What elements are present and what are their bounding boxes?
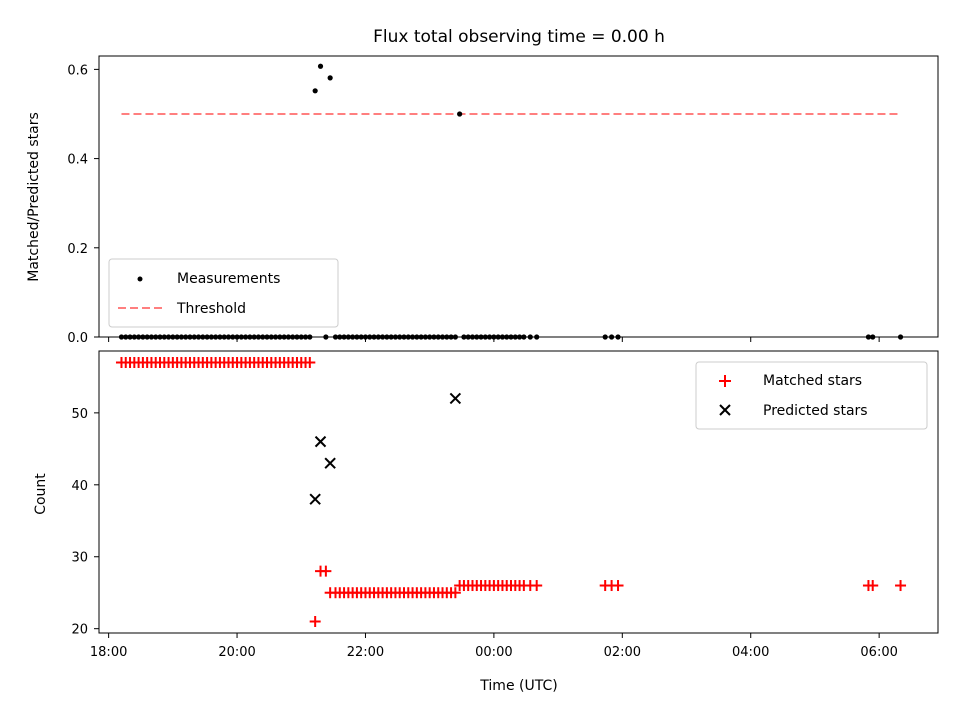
chart-title: Flux total observing time = 0.00 h — [373, 27, 665, 47]
x-tick-label: 18:00 — [90, 645, 127, 660]
x-axis-label: Time (UTC) — [479, 678, 557, 694]
legend-box — [108, 258, 339, 328]
legend-measurements-marker — [137, 276, 143, 282]
bottom-panel: Count Time (UTC) 20 30 40 50 18:00 20:00 22:0… — [33, 350, 939, 694]
predicted-star-marker — [314, 435, 327, 448]
x-tick-label: 22:00 — [347, 645, 384, 660]
legend-box — [695, 361, 928, 430]
matched-star-marker — [612, 580, 624, 592]
predicted-stars-points — [309, 392, 462, 505]
top-legend: Measurements Threshold — [108, 258, 339, 328]
y-tick-label: 20 — [71, 623, 88, 638]
legend-matched-marker — [719, 375, 731, 387]
x-tick-label: 00:00 — [475, 645, 512, 660]
legend-predicted-marker — [719, 404, 731, 416]
bottom-legend: Matched stars Predicted stars — [695, 361, 928, 430]
top-plot-frame — [98, 55, 939, 338]
x-tick-label: 02:00 — [604, 645, 641, 660]
y-tick-label: 0.4 — [67, 153, 88, 168]
bottom-plot-frame — [98, 350, 939, 634]
predicted-star-marker — [324, 457, 336, 469]
bottom-x-ticks: 18:00 20:00 22:00 00:00 02:00 04:00 06:00 — [90, 633, 898, 660]
legend-matched-label: Matched stars — [763, 373, 862, 389]
measurement-point — [327, 75, 333, 81]
measurement-point — [457, 111, 463, 117]
y-tick-label: 0.2 — [67, 242, 88, 257]
matched-star-marker — [304, 357, 316, 369]
predicted-star-marker — [309, 493, 321, 505]
marker-stroke — [324, 457, 336, 469]
matched-star-marker — [449, 587, 461, 599]
top-y-ticks: 0.0 0.2 0.4 0.6 — [67, 63, 99, 346]
legend-predicted-label: Predicted stars — [763, 403, 868, 419]
top-panel: Flux total observing time = 0.00 h Match… — [26, 27, 939, 346]
top-y-axis-label: Matched/Predicted stars — [26, 112, 42, 282]
matched-stars-points — [115, 357, 907, 627]
x-tick-label: 20:00 — [218, 645, 255, 660]
marker-stroke — [314, 435, 327, 448]
measurement-point — [312, 88, 318, 94]
bottom-y-ticks: 20 30 40 50 — [71, 407, 99, 638]
matched-star-marker — [895, 580, 907, 592]
y-tick-label: 50 — [71, 407, 88, 422]
y-tick-label: 30 — [71, 551, 88, 566]
legend-threshold-label: Threshold — [176, 301, 246, 317]
legend-measurements-label: Measurements — [177, 271, 280, 287]
bottom-y-axis-label: Count — [33, 473, 49, 515]
x-tick-label: 06:00 — [860, 645, 897, 660]
y-tick-label: 0.6 — [67, 63, 88, 78]
matched-star-marker — [867, 580, 879, 592]
y-tick-label: 0.0 — [67, 331, 88, 346]
measurement-point — [317, 63, 324, 69]
matched-star-marker — [531, 580, 543, 592]
x-tick-label: 04:00 — [732, 645, 769, 660]
predicted-star-marker — [449, 392, 462, 405]
y-tick-label: 40 — [71, 479, 88, 494]
marker-stroke — [309, 493, 321, 505]
marker-stroke — [449, 392, 462, 405]
matched-star-marker — [309, 615, 321, 627]
matched-star-marker — [320, 565, 332, 577]
